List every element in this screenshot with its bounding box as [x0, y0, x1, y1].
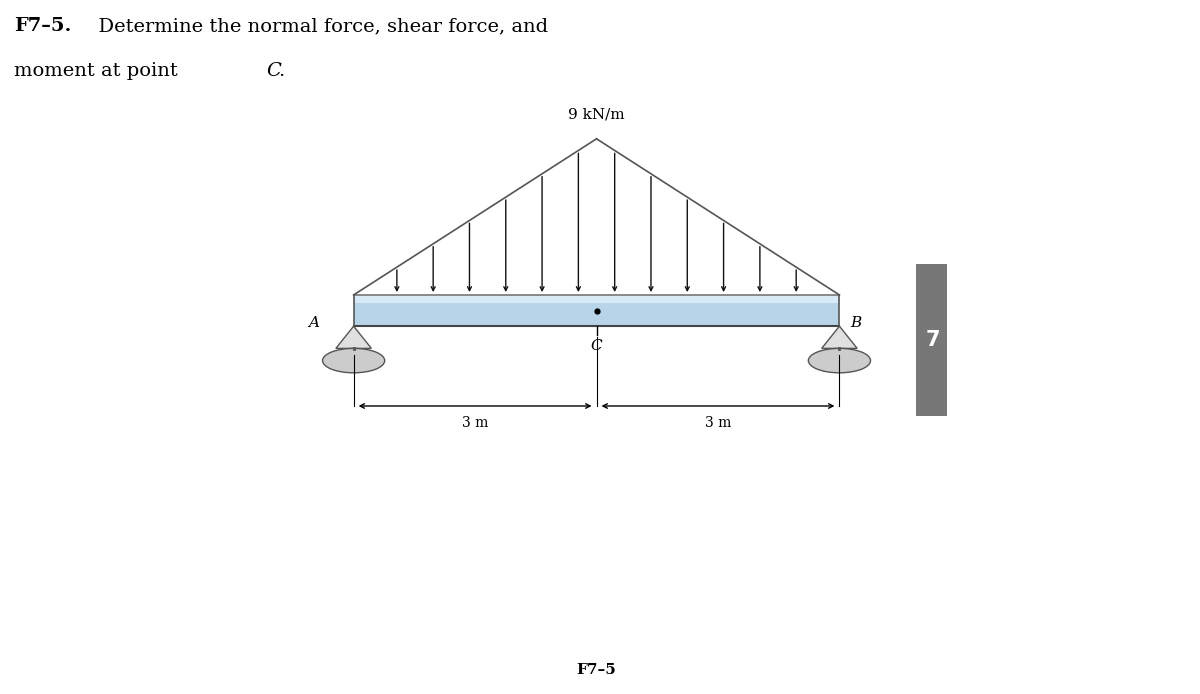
Bar: [354, 295, 840, 303]
Text: F7–5.: F7–5.: [14, 17, 72, 35]
Text: C: C: [266, 62, 281, 81]
Text: A: A: [308, 316, 319, 330]
Bar: [916, 264, 950, 416]
Polygon shape: [336, 326, 371, 348]
Text: .: .: [278, 62, 284, 81]
Text: C: C: [590, 339, 602, 353]
Polygon shape: [822, 326, 857, 348]
Text: 3 m: 3 m: [704, 416, 731, 430]
Ellipse shape: [809, 348, 870, 373]
Bar: [354, 295, 840, 326]
Text: 7: 7: [926, 330, 941, 350]
Text: Determine the normal force, shear force, and: Determine the normal force, shear force,…: [86, 17, 548, 35]
Text: moment at point: moment at point: [14, 62, 185, 81]
Text: 9 kN/m: 9 kN/m: [569, 108, 625, 121]
Ellipse shape: [323, 348, 385, 373]
Text: F7–5: F7–5: [577, 663, 617, 677]
Text: B: B: [850, 316, 862, 330]
Text: 3 m: 3 m: [462, 416, 488, 430]
